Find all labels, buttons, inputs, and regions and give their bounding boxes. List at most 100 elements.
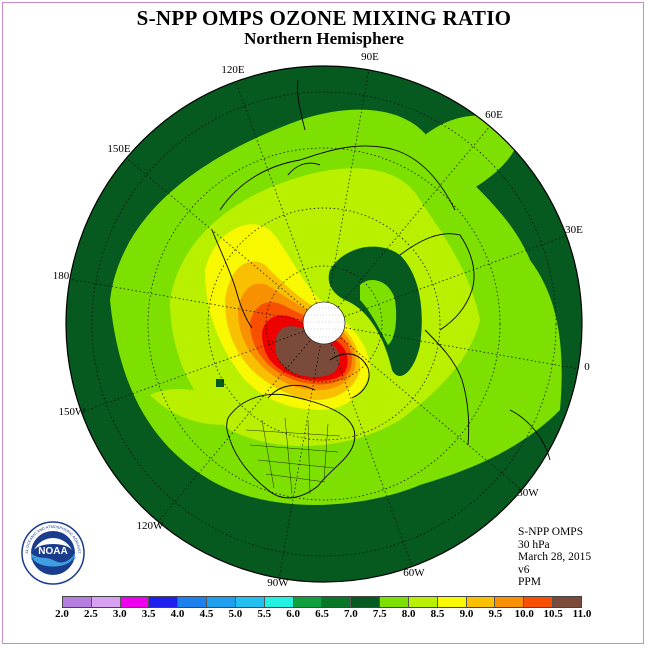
meridian-line — [278, 345, 321, 579]
contour-7-0-pacific-spot — [216, 379, 224, 387]
polar-hatch — [304, 307, 344, 338]
meridian-line — [331, 344, 413, 567]
lon-label-150w: 150W — [59, 406, 87, 418]
map-border — [65, 65, 583, 583]
kamchatka-coast — [287, 162, 321, 176]
africa-north-coast — [424, 329, 470, 446]
colorbar-tick-label: 10.0 — [514, 608, 534, 620]
colorbar-segment — [178, 597, 208, 607]
colorbar-segment — [235, 597, 265, 607]
latitude-circle-10n — [91, 91, 557, 557]
meridian-line — [344, 235, 567, 317]
ozone-field — [66, 66, 582, 582]
colorbar-segment — [351, 597, 381, 607]
colorbar-tick-label: 11.0 — [572, 608, 592, 620]
colorbar-tick-label: 2.0 — [55, 608, 69, 620]
lon-label-30w: 30W — [517, 487, 539, 499]
colorbar-segment — [91, 597, 121, 607]
logo-gull-icon — [34, 538, 72, 550]
colorbar-segment — [322, 597, 352, 607]
contour-7-5-europe-inner — [360, 280, 397, 345]
greenland-coast — [329, 353, 370, 399]
colorbar-segment — [264, 597, 294, 607]
colorbar-tick-label: 3.5 — [141, 608, 156, 620]
north-america-coast — [226, 393, 356, 499]
lon-label-60e: 60E — [485, 109, 503, 121]
colorbar-segment — [207, 597, 236, 607]
colorbar-segment — [553, 597, 581, 607]
meridian-line — [69, 278, 303, 321]
noaa-logo: NOAA NATIONAL OCEANIC AND ATMOSPHERIC AD… — [20, 520, 85, 585]
logo-wave — [31, 553, 75, 567]
info-level: 30 hPa — [518, 538, 550, 551]
colorbar-segment — [524, 597, 554, 607]
meridian-line — [157, 340, 311, 522]
asia-coast — [219, 145, 456, 211]
colorbar-segment — [437, 597, 467, 607]
colorbar-segment — [120, 597, 150, 607]
colorbar-segment — [63, 597, 92, 607]
lon-label-90e: 90E — [361, 51, 379, 63]
south-america-coast — [509, 409, 551, 461]
colorbar-tick-label: 2.5 — [84, 608, 98, 620]
contour-8-0-south — [150, 389, 250, 425]
lon-label-0: 0 — [584, 361, 590, 373]
lon-label-120e: 120E — [221, 64, 245, 76]
latitude-circle-70n — [265, 265, 383, 383]
polar-night-mask — [302, 301, 346, 345]
colorbar-tick-label: 7.5 — [372, 608, 387, 620]
colorbar-tick-label: 5.0 — [228, 608, 243, 620]
colorbar-segment — [380, 597, 409, 607]
colorbar-tick-label: 10.5 — [543, 608, 563, 620]
europe-coast — [399, 233, 475, 331]
lon-label-90w: 90W — [267, 577, 289, 589]
coastlines — [211, 79, 551, 499]
longitude-labels: 90E 60E 30E 0 30W 60W 90W 120W 150W 180 … — [53, 51, 591, 589]
map-title: S-NPP OMPS OZONE MIXING RATIO — [136, 6, 512, 30]
canadian-arctic-coast — [267, 384, 316, 399]
colorbar-tick-label: 6.0 — [286, 608, 300, 620]
colorbar — [62, 596, 582, 608]
colorbar-segment — [408, 597, 438, 607]
colorbar-tick-label: 3.0 — [112, 608, 127, 620]
info-instrument: S-NPP OMPS — [518, 526, 584, 538]
info-version: v6 — [518, 563, 530, 576]
meridians — [69, 69, 579, 579]
logo-wordmark: NOAA — [38, 546, 67, 557]
map-subtitle: Northern Hemisphere — [244, 29, 404, 48]
colorbar-segment — [293, 597, 323, 607]
colorbar-tick-label: 4.5 — [199, 608, 214, 620]
lon-label-30e: 30E — [565, 224, 583, 236]
meridian-line — [126, 157, 308, 311]
colorbar-segment — [466, 597, 496, 607]
colorbar-tick-label: 9.5 — [488, 608, 503, 620]
meridian-line — [340, 337, 522, 491]
colorbar-segment — [149, 597, 179, 607]
lon-label-180: 180 — [53, 270, 70, 282]
colorbar-ticks: 2.0 2.5 3.0 3.5 4.0 4.5 5.0 5.5 6.0 6.5 7.0 7.5 8.0 8… — [55, 608, 591, 622]
colorbar-tick-label: 7.0 — [344, 608, 358, 620]
colorbar-tick-label: 5.5 — [257, 608, 272, 620]
colorbar-tick-label: 6.5 — [315, 608, 329, 620]
graticule — [69, 69, 579, 579]
lon-label-60w: 60W — [403, 567, 425, 579]
info-block: S-NPP OMPS 30 hPa March 28, 2015 v6 PPM — [518, 526, 591, 589]
us-state-boundaries — [245, 417, 341, 495]
colorbar-tick-label: 8.0 — [401, 608, 416, 620]
meridian-line — [235, 81, 317, 304]
siberia-east-coast — [211, 229, 253, 329]
info-date: March 28, 2015 — [518, 551, 592, 564]
latitude-circle-30n — [147, 147, 501, 501]
southeast-asia-coast — [297, 79, 306, 131]
lon-label-120w: 120W — [137, 520, 165, 532]
meridian-line — [81, 331, 304, 413]
contour-7-5-east — [400, 115, 520, 210]
colorbar-tick-label: 9.0 — [459, 608, 474, 620]
colorbar-tick-label: 4.0 — [170, 608, 185, 620]
meridian-line — [345, 327, 579, 370]
meridian-line — [327, 69, 370, 303]
latitude-circle-50n — [207, 207, 441, 441]
colorbar-segment — [495, 597, 525, 607]
